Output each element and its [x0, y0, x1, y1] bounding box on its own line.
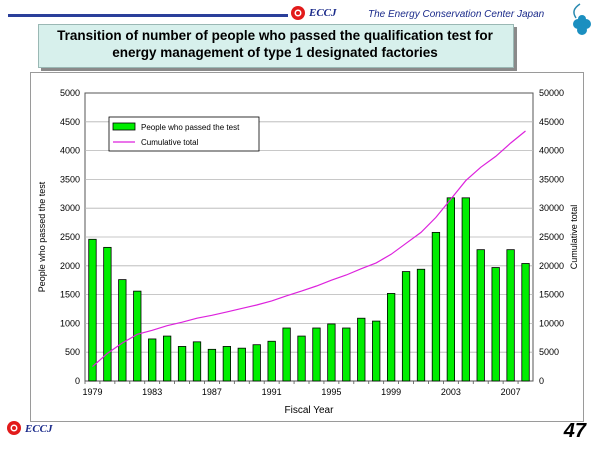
bar — [342, 327, 351, 382]
cumulative-line — [92, 130, 526, 368]
page-number: 47 — [563, 420, 586, 442]
header-rule — [8, 14, 288, 17]
y2-axis-title: Cumulative total — [569, 205, 579, 270]
y2-tick-label: 30000 — [539, 203, 564, 213]
bar — [401, 271, 411, 382]
footer-eccj-logo-icon — [7, 421, 21, 435]
bar — [521, 263, 530, 382]
y-tick-label: 3000 — [60, 203, 80, 213]
x-tick-label: 1983 — [142, 387, 162, 397]
y-axis-title: People who passed the test — [37, 181, 47, 292]
y2-tick-label: 20000 — [539, 261, 564, 271]
bar — [88, 238, 97, 382]
bar — [207, 348, 217, 382]
clover-icon — [573, 3, 591, 35]
y-tick-label: 3500 — [60, 174, 80, 184]
bar — [491, 267, 500, 382]
y-tick-label: 2000 — [60, 261, 80, 271]
y-tick-label: 1000 — [60, 318, 80, 328]
legend-bar-swatch — [112, 122, 136, 131]
x-tick-label: 1991 — [262, 387, 282, 397]
legend-label-line: Cumulative total — [141, 138, 199, 147]
bar — [416, 268, 426, 382]
x-tick-label: 1979 — [82, 387, 102, 397]
bar — [461, 197, 470, 382]
y-tick-label: 4000 — [60, 146, 80, 156]
y2-tick-label: 5000 — [539, 347, 559, 357]
chart: 0 500 1000 1500 2000 2500 3000 3500 4000 4500 5000… — [37, 88, 579, 416]
bar — [476, 249, 485, 382]
y2-tick-label: 15000 — [539, 290, 564, 300]
bar — [372, 320, 381, 382]
y2-tick-label: 45000 — [539, 117, 564, 127]
y2-tick-label: 25000 — [539, 232, 564, 242]
bar — [327, 323, 336, 382]
bar — [252, 344, 261, 382]
x-tick-label: 2003 — [441, 387, 461, 397]
bar — [177, 346, 187, 382]
bar — [297, 335, 306, 382]
y-tick-label: 1500 — [60, 290, 80, 300]
x-tick-label: 1995 — [321, 387, 341, 397]
title-box — [38, 24, 514, 68]
eccj-logo-icon — [291, 6, 305, 20]
y-tick-label: 0 — [75, 376, 80, 386]
slide-title: Transition of number of people who passe… — [57, 28, 493, 60]
footer-logo-text: ECCJ — [25, 423, 53, 435]
y-tick-label: 500 — [65, 347, 80, 357]
y2-tick-label: 0 — [539, 376, 544, 386]
y-tick-label: 2500 — [60, 232, 80, 242]
bar — [431, 231, 441, 382]
y2-tick-label: 35000 — [539, 174, 564, 184]
x-tick-label: 1999 — [381, 387, 401, 397]
bar — [386, 293, 396, 382]
y-tick-label: 4500 — [60, 117, 80, 127]
bar — [282, 327, 291, 382]
bar — [162, 335, 172, 382]
bar — [148, 338, 157, 382]
y2-tick-label: 10000 — [539, 318, 564, 328]
bar — [192, 341, 202, 382]
bar — [506, 249, 515, 382]
bar — [357, 317, 366, 382]
y2-tick-label: 40000 — [539, 146, 564, 156]
organization-name: The Energy Conservation Center Japan — [368, 9, 545, 20]
header-logo-text: ECCJ — [309, 7, 337, 19]
bar — [103, 246, 112, 382]
bar — [237, 347, 246, 382]
header-bar: ECCJ The Energy Conservation Center Japa… — [0, 4, 600, 24]
bar — [118, 279, 127, 382]
legend-label-bars: People who passed the test — [141, 123, 240, 132]
bar — [312, 327, 321, 382]
x-tick-label: 1987 — [202, 387, 222, 397]
x-tick-label: 2007 — [501, 387, 521, 397]
y2-tick-label: 50000 — [539, 88, 564, 98]
bar — [267, 340, 276, 382]
bar — [446, 197, 455, 382]
x-axis-title: Fiscal Year — [285, 405, 335, 416]
bar — [222, 346, 231, 382]
chart-panel: 0 500 1000 1500 2000 2500 3000 3500 4000 4500 5000… — [30, 72, 584, 422]
y-tick-label: 5000 — [60, 88, 80, 98]
